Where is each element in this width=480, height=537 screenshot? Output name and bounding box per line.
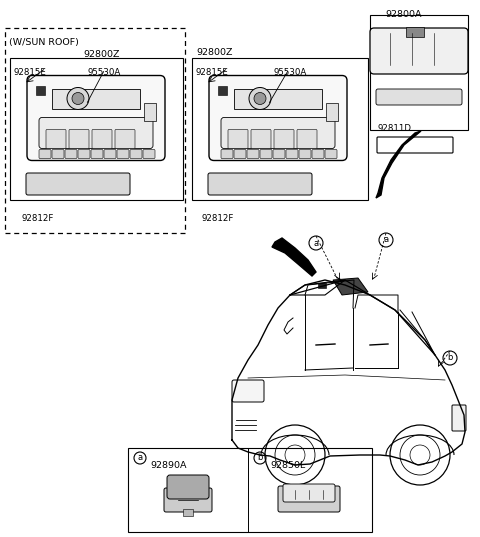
FancyBboxPatch shape bbox=[39, 118, 153, 149]
FancyBboxPatch shape bbox=[274, 129, 294, 149]
FancyBboxPatch shape bbox=[299, 149, 311, 158]
Bar bbox=[183, 509, 193, 516]
FancyBboxPatch shape bbox=[234, 149, 246, 158]
Text: 92812F: 92812F bbox=[202, 214, 234, 223]
Polygon shape bbox=[272, 238, 316, 276]
FancyBboxPatch shape bbox=[65, 149, 77, 158]
FancyBboxPatch shape bbox=[69, 129, 89, 149]
FancyBboxPatch shape bbox=[130, 149, 142, 158]
Bar bbox=[234, 89, 322, 108]
FancyBboxPatch shape bbox=[247, 149, 259, 158]
FancyBboxPatch shape bbox=[115, 129, 135, 149]
Text: 92850L: 92850L bbox=[270, 461, 305, 470]
Text: a: a bbox=[137, 454, 143, 462]
FancyBboxPatch shape bbox=[164, 488, 212, 512]
FancyBboxPatch shape bbox=[251, 129, 271, 149]
FancyBboxPatch shape bbox=[325, 149, 337, 158]
FancyBboxPatch shape bbox=[283, 484, 335, 502]
Text: 92800Z: 92800Z bbox=[83, 50, 120, 59]
Bar bbox=[52, 89, 140, 108]
Text: 92812F: 92812F bbox=[22, 214, 54, 223]
Text: 92815E: 92815E bbox=[14, 68, 47, 77]
Text: 95530A: 95530A bbox=[274, 68, 307, 77]
Bar bbox=[218, 85, 227, 95]
FancyBboxPatch shape bbox=[39, 149, 51, 158]
Text: (W/SUN ROOF): (W/SUN ROOF) bbox=[9, 38, 79, 47]
Text: b: b bbox=[257, 454, 263, 462]
Bar bbox=[406, 27, 424, 37]
Text: 92815E: 92815E bbox=[196, 68, 229, 77]
FancyBboxPatch shape bbox=[92, 129, 112, 149]
FancyBboxPatch shape bbox=[312, 149, 324, 158]
FancyBboxPatch shape bbox=[221, 118, 335, 149]
FancyBboxPatch shape bbox=[143, 149, 155, 158]
Polygon shape bbox=[333, 278, 368, 295]
Text: 95530A: 95530A bbox=[88, 68, 121, 77]
FancyBboxPatch shape bbox=[52, 149, 64, 158]
Circle shape bbox=[249, 88, 271, 110]
Bar bbox=[318, 283, 326, 288]
Circle shape bbox=[72, 92, 84, 105]
FancyBboxPatch shape bbox=[286, 149, 298, 158]
FancyBboxPatch shape bbox=[78, 149, 90, 158]
Text: 92800A: 92800A bbox=[385, 10, 421, 19]
FancyBboxPatch shape bbox=[46, 129, 66, 149]
FancyBboxPatch shape bbox=[26, 173, 130, 195]
Text: a: a bbox=[313, 238, 319, 248]
FancyBboxPatch shape bbox=[260, 149, 272, 158]
FancyBboxPatch shape bbox=[221, 149, 233, 158]
FancyBboxPatch shape bbox=[232, 380, 264, 402]
FancyBboxPatch shape bbox=[278, 486, 340, 512]
Text: b: b bbox=[447, 353, 453, 362]
FancyBboxPatch shape bbox=[208, 173, 312, 195]
FancyBboxPatch shape bbox=[104, 149, 116, 158]
FancyBboxPatch shape bbox=[370, 28, 468, 74]
Text: a: a bbox=[384, 236, 389, 244]
FancyBboxPatch shape bbox=[27, 76, 165, 161]
Polygon shape bbox=[376, 131, 421, 198]
FancyBboxPatch shape bbox=[117, 149, 129, 158]
Bar bbox=[326, 103, 338, 120]
Text: 92800Z: 92800Z bbox=[196, 48, 232, 57]
FancyBboxPatch shape bbox=[273, 149, 285, 158]
Bar bbox=[36, 85, 45, 95]
Circle shape bbox=[67, 88, 89, 110]
FancyBboxPatch shape bbox=[91, 149, 103, 158]
FancyBboxPatch shape bbox=[376, 89, 462, 105]
FancyBboxPatch shape bbox=[297, 129, 317, 149]
Text: 92811D: 92811D bbox=[378, 124, 412, 133]
FancyBboxPatch shape bbox=[167, 475, 209, 499]
FancyBboxPatch shape bbox=[228, 129, 248, 149]
Bar bbox=[144, 103, 156, 120]
Circle shape bbox=[254, 92, 266, 105]
FancyBboxPatch shape bbox=[209, 76, 347, 161]
FancyBboxPatch shape bbox=[452, 405, 466, 431]
Text: 92890A: 92890A bbox=[150, 461, 187, 470]
